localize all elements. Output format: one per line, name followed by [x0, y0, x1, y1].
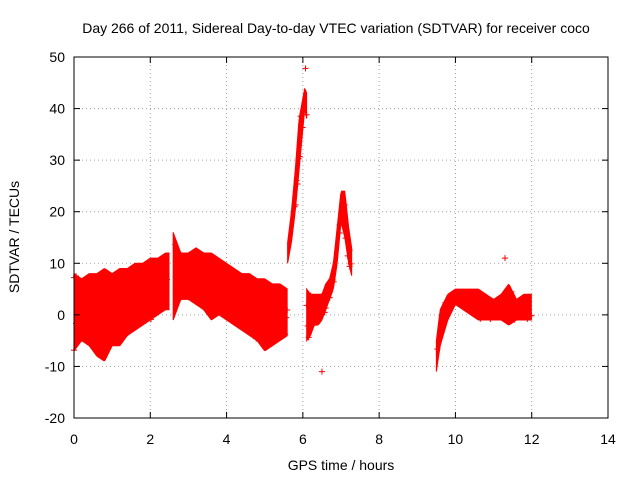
data-segment [172, 232, 291, 352]
data-segment [303, 190, 354, 343]
y-tick-label: 30 [49, 152, 65, 168]
data-outlier [302, 65, 309, 72]
data-point [302, 65, 309, 72]
y-tick-label: 0 [57, 307, 65, 323]
x-tick-label: 12 [524, 431, 540, 447]
y-tick-label: 10 [49, 255, 65, 271]
data-band [287, 87, 308, 264]
y-tick-label: 20 [49, 204, 65, 220]
x-tick-label: 0 [70, 431, 78, 447]
data-series [71, 65, 535, 375]
y-tick-label: -20 [45, 410, 65, 426]
x-tick-label: 6 [299, 431, 307, 447]
data-band [435, 283, 532, 372]
data-band [306, 190, 353, 343]
data-point [502, 255, 509, 262]
data-outlier [502, 255, 509, 262]
x-tick-label: 8 [375, 431, 383, 447]
y-tick-label: -10 [45, 358, 65, 374]
y-axis-label: SDTVAR / TECUs [6, 181, 22, 293]
plot-border [73, 56, 609, 419]
data-point [318, 368, 325, 375]
x-tick-label: 14 [600, 431, 616, 447]
x-tick-label: 2 [146, 431, 154, 447]
y-tick-label: 50 [49, 49, 65, 65]
y-tick-label: 40 [49, 101, 65, 117]
data-band [172, 232, 288, 352]
data-segment [287, 87, 310, 264]
x-tick-label: 4 [223, 431, 231, 447]
data-band [73, 252, 170, 362]
axis-ticks: 0 2 4 6 8 10 12 14 -20 -10 0 10 20 30 40 50 [45, 49, 616, 447]
x-axis-label: GPS time / hours [288, 457, 395, 473]
x-tick-label: 10 [448, 431, 464, 447]
data-outlier [318, 368, 325, 375]
chart-title: Day 266 of 2011, Sidereal Day-to-day VTE… [82, 20, 590, 36]
data-segment [434, 283, 535, 372]
